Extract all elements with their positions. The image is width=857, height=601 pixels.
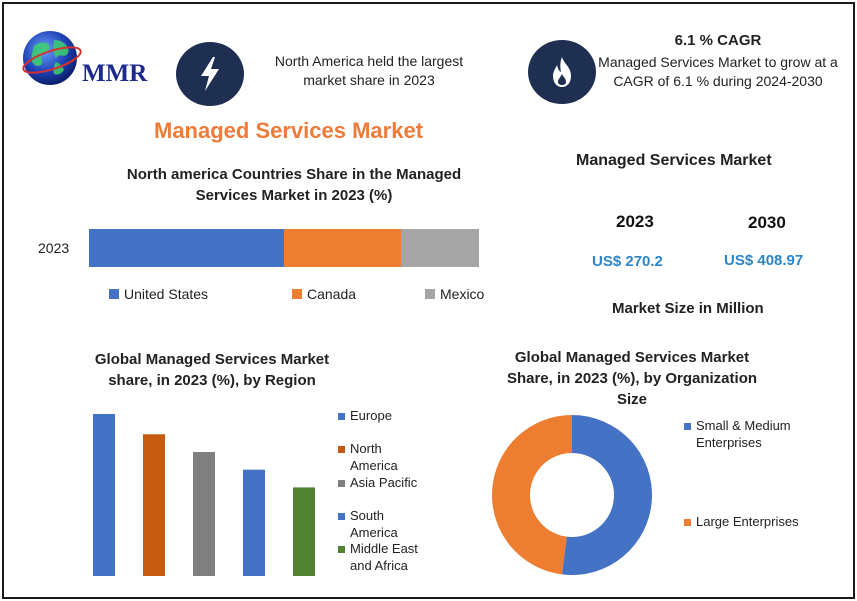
year-2030: 2030 [748,213,786,232]
bar-north-america [143,434,165,576]
legend-label: Mexico [440,286,485,302]
market-box-title: Managed Services Market [576,152,772,169]
bar-asia-pacific [193,451,215,576]
legend-item-canada: Canada [292,286,356,302]
legend-label: Asia Pacific [350,475,418,490]
donut-slice-large [491,415,572,575]
legend-swatch [684,423,691,430]
chart2-legend: Europe North America Asia Pacific South Ame… [338,407,438,577]
region-note: North America held the largest market sh… [274,53,464,88]
bar-south-america [243,469,265,576]
legend-label: Middle East and Africa [350,541,418,573]
logo-text: MMR [82,60,148,87]
bar-middle-east-and-africa [293,487,315,576]
bar-segment-canada [284,229,401,267]
legend-label: United States [124,286,209,302]
region-bar-chart [93,414,315,576]
legend-label: North America [350,441,398,473]
logo: MMR [20,28,170,88]
org-size-donut-chart [491,415,652,575]
chart1-category-label: 2023 [38,240,70,256]
legend-label: Europe [350,408,392,423]
legend-label: South America [350,508,398,540]
legend-label: Large Enterprises [696,514,799,529]
legend-swatch [338,480,345,487]
legend-label: Small & Medium Enterprises [696,418,791,450]
legend-swatch [684,519,691,526]
legend-item-united-states: United States [109,286,208,302]
legend-swatch [109,289,119,299]
legend-swatch [338,446,345,453]
lightning-icon-badge [176,42,244,106]
legend-swatch [292,289,302,299]
bar-segment-united-states [89,229,284,267]
legend-item-mexico: Mexico [425,286,484,302]
legend-swatch [338,513,345,520]
legend-swatch [338,546,345,553]
chart1-legend: United States Canada Mexico [109,286,499,306]
flame-icon [553,57,571,87]
chart2-title: Global Managed Services Market share, in… [94,351,330,389]
value-2023: US$ 270.2 [592,253,663,270]
chart3-legend: Small & Medium Enterprises Large Enterpri… [684,414,834,544]
chart1-title: North america Countries Share in the Man… [126,166,462,204]
chart3-title: Global Managed Services Market Share, in… [506,349,758,408]
bar-segment-mexico [401,229,479,267]
globe-icon [22,31,82,85]
flame-icon-badge [528,40,596,104]
donut-slice-small-medium [561,415,652,575]
cagr-block: 6.1 % CAGR Managed Services Market to gr… [598,32,838,91]
lightning-bolt-icon [201,57,219,91]
legend-label: Canada [307,286,357,302]
cagr-text: Managed Services Market to grow at a CAG… [598,54,838,89]
bar-europe [93,414,115,576]
stacked-bar-chart [89,229,479,267]
year-2023: 2023 [616,212,654,231]
cagr-title: 6.1 % CAGR [674,32,762,49]
legend-swatch [425,289,435,299]
legend-swatch [338,413,345,420]
market-size-caption: Market Size in Million [612,300,764,317]
value-2030: US$ 408.97 [724,252,804,269]
main-title: Managed Services Market [154,118,424,143]
